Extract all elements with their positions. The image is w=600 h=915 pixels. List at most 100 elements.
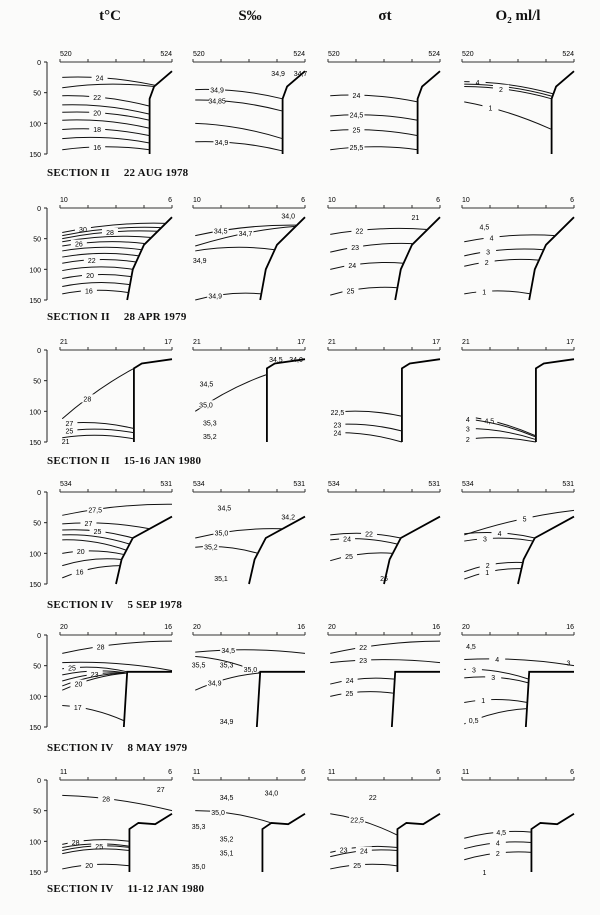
station-left-label: 10 [193, 197, 201, 204]
label-background [87, 505, 104, 514]
isoline-label: 2 [486, 563, 490, 570]
station-left-label: 520 [193, 51, 205, 58]
isoline [62, 848, 130, 855]
depth-tick-label: 0 [37, 206, 41, 213]
isoline-label: 25 [353, 128, 361, 135]
bottom-slope [390, 670, 440, 728]
isoline [62, 76, 156, 86]
label-background [89, 93, 106, 102]
depth-tick-label: 50 [33, 664, 41, 671]
station-left-label: 11 [193, 769, 200, 776]
isoline-label: 22 [356, 228, 364, 235]
label-background [92, 642, 109, 651]
isoline-label: 23 [359, 658, 367, 665]
isoline-label: 35,2 [203, 434, 217, 441]
label-background [209, 96, 226, 105]
label-background [71, 567, 88, 576]
isoline-label: 2 [499, 87, 503, 94]
isoline [330, 94, 418, 103]
label-background [465, 665, 482, 674]
section-name: SECTION II [47, 311, 110, 323]
section-name: SECTION IV [47, 599, 114, 611]
isoline-label: 4 [466, 417, 470, 424]
isoline-label: 25 [66, 429, 74, 436]
depth-tick-label: 150 [29, 152, 41, 159]
isoline-label: 34,0 [289, 357, 303, 364]
station-left-label: 10 [60, 197, 68, 204]
isoline-label: 3 [566, 661, 570, 668]
isoline-label: 22 [359, 645, 367, 652]
isoline-label: 35,0 [192, 864, 206, 871]
station-right-label: 6 [570, 197, 574, 204]
label-background [101, 227, 118, 236]
isoline-label: 34,9 [271, 71, 285, 78]
station-left-label: 21 [60, 339, 68, 346]
label-background [342, 286, 359, 295]
header-oxygen: O₂ ml/l [495, 8, 541, 24]
section-date: 5 SEP 1978 [127, 599, 183, 611]
label-background [98, 794, 115, 803]
isoline [330, 114, 418, 121]
depth-tick-label: 150 [29, 440, 41, 447]
label-background [344, 260, 361, 269]
label-background [89, 108, 106, 117]
isoline-label: 4 [476, 80, 480, 87]
label-background [210, 807, 227, 816]
station-left-label: 520 [60, 51, 72, 58]
bottom-slope [416, 70, 441, 154]
section-caption: SECTION IV 5 SEP 1978 [47, 599, 196, 611]
isoline-label: 34,85 [208, 99, 226, 106]
label-background [91, 841, 108, 850]
isoline-label: 35,2 [204, 544, 218, 551]
isoline-label: 35,0 [211, 810, 225, 817]
isoline-label: 28 [97, 644, 105, 651]
station-left-label: 534 [462, 481, 474, 488]
isoline-label: 20 [93, 111, 101, 118]
isoline [62, 640, 173, 654]
isoline-label: 1 [482, 870, 486, 877]
bottom-slope [126, 216, 173, 301]
isoline-label: 5 [523, 516, 527, 523]
label-background [213, 137, 230, 146]
isoline-label: 35,5 [192, 662, 206, 669]
label-background [220, 646, 237, 655]
label-background [329, 420, 346, 429]
section-caption: SECTION II 15-16 JAN 1980 [47, 455, 215, 467]
label-background [459, 435, 476, 444]
station-left-label: 20 [328, 624, 336, 631]
header-temperature: t°C [99, 8, 121, 24]
isoline-label: 27 [66, 421, 74, 428]
isoline [195, 88, 283, 100]
isoline-label: 34,7 [294, 71, 308, 78]
label-background [465, 716, 482, 725]
station-right-label: 17 [566, 339, 574, 346]
label-background [483, 233, 500, 242]
depth-tick-label: 50 [33, 91, 41, 98]
label-background [475, 695, 492, 704]
isoline-label: 25 [94, 529, 102, 536]
isoline-label: 17 [74, 705, 82, 712]
label-background [351, 226, 368, 235]
isoline [62, 111, 150, 121]
bottom-slope [259, 216, 306, 301]
station-left-label: 10 [328, 197, 336, 204]
isoline-label: 4 [498, 531, 502, 538]
label-background [197, 400, 214, 409]
isoline [62, 661, 173, 672]
isoline [195, 224, 297, 237]
label-background [81, 270, 98, 279]
isoline [195, 292, 262, 301]
depth-tick-label: 0 [37, 348, 41, 355]
isoline-label: 24 [96, 76, 104, 83]
label-background [476, 534, 493, 543]
label-background [347, 243, 364, 252]
label-background [74, 224, 91, 233]
isoline-label: 34,9 [208, 681, 222, 688]
label-background [67, 837, 84, 846]
isoline-label: 23 [351, 245, 359, 252]
isoline-label: 34,5 [200, 382, 214, 389]
isoline [62, 104, 150, 115]
isoline-label: 35,1 [214, 576, 228, 583]
isoline-label: 24 [348, 263, 356, 270]
